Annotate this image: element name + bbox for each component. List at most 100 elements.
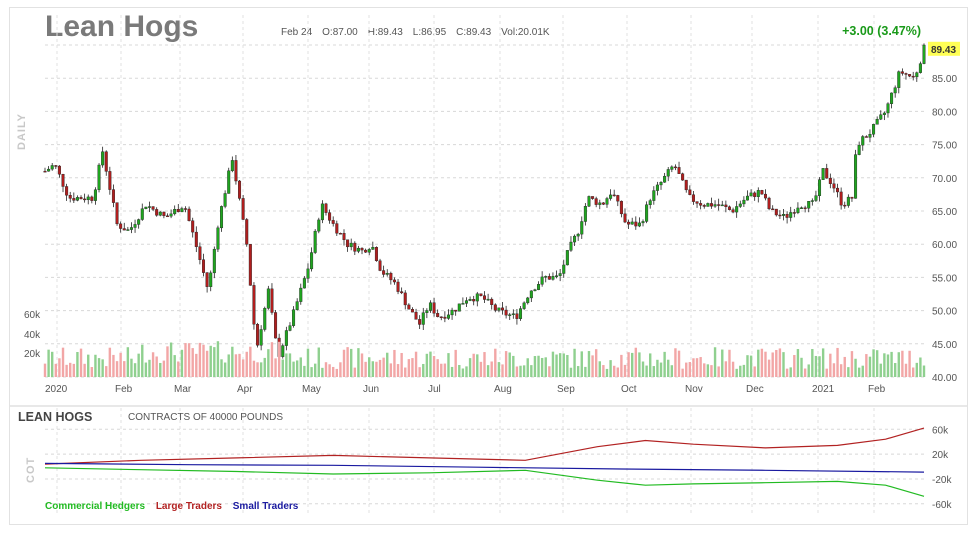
volume-tick-label: 40k (24, 330, 41, 341)
volume-bar (184, 343, 187, 377)
ohlc-low: L:86.95 (412, 27, 447, 38)
volume-bar (162, 360, 166, 377)
y-tick-label: 40.00 (932, 373, 957, 384)
volume-bar (198, 342, 202, 377)
volume-bar (79, 348, 83, 377)
candle-up (533, 289, 537, 292)
volume-bar (209, 345, 212, 377)
volume-bar (735, 368, 738, 377)
volume-bar (83, 363, 86, 377)
candle-down (241, 198, 245, 220)
candle-up (890, 92, 894, 104)
candle-up (302, 278, 306, 289)
candle-up (93, 189, 97, 201)
candle-down (374, 247, 378, 262)
ohlc-high: H:89.43 (367, 27, 403, 38)
candle-up (47, 168, 51, 172)
volume-bar (141, 344, 144, 377)
volume-bar (839, 364, 843, 377)
candle-up (544, 276, 548, 278)
x-tick-label: Jun (363, 384, 379, 395)
candle-up (854, 154, 858, 199)
volume-bar (447, 353, 450, 377)
candle-up (97, 164, 101, 190)
candle-down (591, 196, 595, 199)
candle-up (310, 252, 314, 270)
volume-bar (609, 360, 612, 377)
volume-bar (847, 367, 850, 377)
volume-bar (616, 367, 619, 377)
volume-bar (865, 354, 868, 377)
candle-down (410, 309, 414, 313)
volume-bar (782, 352, 785, 377)
volume-bar (566, 354, 569, 377)
candle-up (745, 195, 749, 201)
volume-bar (757, 349, 760, 377)
candle-down (346, 239, 350, 248)
ohlc-volume: Vol:20.01K (501, 27, 550, 38)
candle-up (655, 184, 659, 191)
volume-bar (396, 364, 400, 377)
candle-down (803, 207, 807, 209)
candle-down (763, 193, 767, 199)
volume-bar (274, 358, 277, 377)
volume-bar (512, 355, 515, 377)
volume-bar (490, 361, 493, 377)
volume-bar (238, 353, 241, 377)
volume-bar (706, 364, 710, 377)
volume-bar (252, 360, 256, 377)
small-traders-line (44, 462, 925, 473)
volume-bar (454, 349, 457, 377)
volume-bar (584, 366, 587, 377)
candle-up (284, 330, 288, 346)
volume-bar (436, 359, 439, 377)
volume-bar (256, 362, 259, 377)
volume-bar (515, 366, 519, 377)
volume-bar (288, 353, 292, 377)
cot-subtitle: CONTRACTS OF 40000 POUNDS (128, 412, 284, 423)
volume-bar (897, 352, 900, 377)
candle-up (511, 313, 515, 315)
volume-bar (785, 368, 789, 377)
candle-down (727, 206, 731, 210)
candle-up (645, 204, 649, 222)
candle-up (580, 221, 584, 235)
volume-bar (530, 365, 533, 377)
volume-tick-label: 20k (24, 349, 41, 360)
volume-bar (634, 347, 638, 377)
candle-down (900, 71, 904, 74)
cot-tick-label: 60k (932, 425, 949, 436)
volume-bar (612, 365, 616, 377)
volume-bar (130, 358, 133, 377)
volume-bar (303, 365, 306, 377)
volume-bar (695, 358, 699, 377)
candle-down (353, 242, 357, 252)
candle-up (425, 310, 429, 313)
volume-bar (378, 359, 382, 377)
cot-side-label: COT (25, 456, 37, 483)
volume-bar (649, 353, 652, 377)
volume-bar (591, 355, 594, 377)
volume-bar (353, 367, 357, 377)
candle-down (61, 174, 65, 187)
candle-down (501, 307, 505, 311)
candle-up (497, 307, 501, 311)
candle-up (220, 206, 224, 229)
volume-bar (429, 351, 432, 377)
candle-down (432, 302, 436, 314)
volume-bar (504, 351, 508, 377)
candle-down (234, 160, 238, 182)
candle-up (872, 124, 876, 135)
candle-up (706, 203, 710, 207)
volume-bar (101, 359, 104, 377)
volume-bar (411, 358, 414, 377)
candle-down (699, 203, 703, 206)
candle-up (796, 207, 800, 213)
candle-up (158, 211, 162, 216)
candle-up (180, 208, 184, 213)
volume-bar (418, 367, 421, 377)
volume-bar (277, 341, 281, 377)
candle-up (551, 276, 555, 280)
candle-up (385, 272, 389, 275)
